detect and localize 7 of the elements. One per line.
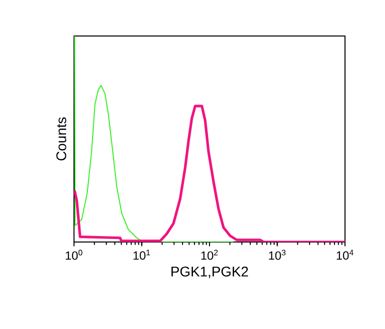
x-tick-label: 10$^{4}$ <box>336 250 354 260</box>
x-axis-title: PGK1,PGK2 <box>171 266 248 278</box>
y-axis-title: Counts <box>56 117 66 160</box>
x-tick-label: 10$^{2}$ <box>201 250 218 260</box>
x-tick-label: 10$^{1}$ <box>134 250 150 260</box>
x-tick-label: 10$^{3}$ <box>269 250 286 260</box>
x-tick-label: 10$^{0}$ <box>66 250 82 260</box>
